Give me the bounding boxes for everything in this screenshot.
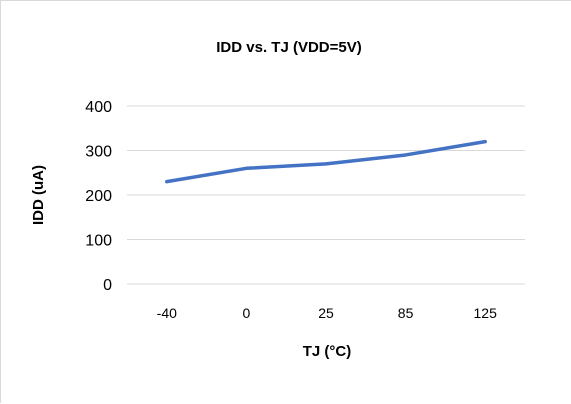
y-tick-label: 200 [85,188,112,205]
x-tick-label: -40 [157,305,177,321]
x-tick-label: 125 [474,305,498,321]
series-group [165,139,487,184]
y-tick-label: 400 [85,99,112,116]
y-tick-label: 100 [85,233,112,250]
x-tick-label: 0 [243,305,251,321]
y-tick-labels: 0 100 200 300 400 [85,99,112,294]
chart-title: IDD vs. TJ (VDD=5V) [216,39,361,56]
y-tick-label: 0 [103,277,112,294]
x-tick-labels: -40 0 25 85 125 [157,305,497,321]
x-axis-title: TJ (°C) [303,343,352,360]
gridlines [127,105,525,285]
y-axis-title: IDD (uA) [30,165,47,225]
series-line [165,139,487,184]
x-tick-label: 85 [398,305,414,321]
x-tick-label: 25 [318,305,334,321]
y-tick-label: 300 [85,144,112,161]
